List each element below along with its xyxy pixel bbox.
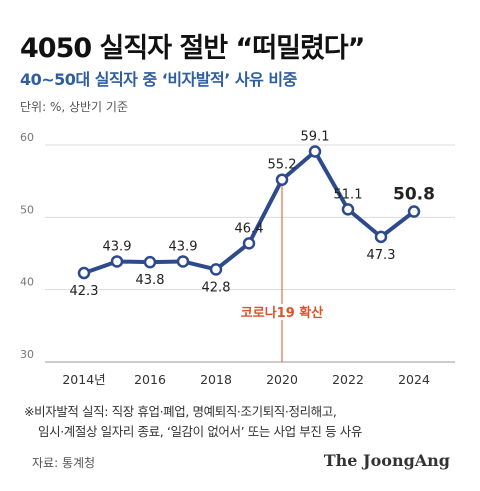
data-point-2014 [77,266,91,280]
line-chart: 30 40 50 60 2014년 2016 2018 2020 2022 2024 코로나19… [20,130,455,387]
grid-lines [45,144,455,363]
annotation-label: 코로나19 확산 [241,305,323,321]
footnote-line-1: ※비자발적 실직: 직장 휴업·폐업, 명예퇴직·조기퇴직·정리해고, [24,404,337,419]
x-tick-label-2014: 2014년 [62,372,105,387]
data-label-2015: 43.9 [103,239,132,254]
brand-logo: The JoongAng [323,451,450,470]
data-label-2017: 43.9 [169,239,198,254]
data-label-2022: 51.1 [334,187,363,202]
unit-note: 단위: %, 상반기 기준 [20,100,128,114]
data-point-2024 [407,205,421,218]
data-label-2020: 55.2 [268,158,297,173]
data-point-2015 [110,255,124,268]
y-tick-label-40: 40 [20,276,34,289]
data-label-2016: 43.8 [136,273,165,288]
x-tick-label-2022: 2022 [332,372,364,387]
source-note: 자료: 통계청 [32,456,96,470]
data-point-2020 [275,173,289,186]
data-point-2018 [209,263,223,276]
series-line-group [82,149,416,276]
data-point-2022 [341,203,355,216]
data-labels: 42.3 43.9 43.8 43.9 42.8 46.4 55.2 59.1 51.1 47.3… [70,130,435,300]
data-point-2016 [143,255,157,269]
y-tick-label-50: 50 [20,203,34,216]
data-point-2017 [176,255,190,268]
series-line [82,149,416,276]
y-tick-labels: 30 40 50 60 [20,131,34,361]
x-tick-label-2020: 2020 [266,372,298,387]
x-tick-label-2024: 2024 [398,372,430,387]
data-point-2021 [308,145,322,158]
x-tick-label-2018: 2018 [200,372,232,387]
annotation-group: 코로나19 확산 [238,179,326,362]
data-point-2023 [374,230,388,244]
data-label-2021: 59.1 [301,130,330,145]
data-label-2018: 42.8 [202,280,231,295]
y-tick-label-60: 60 [20,131,34,144]
data-label-2024: 50.8 [393,185,435,205]
footnote: ※비자발적 실직: 직장 휴업·폐업, 명예퇴직·조기퇴직·정리해고, 임시·계… [24,402,464,442]
data-label-2014: 42.3 [70,284,99,299]
data-point-2019 [242,237,256,250]
x-tick-labels: 2014년 2016 2018 2020 2022 2024 [62,372,430,387]
footnote-line-2: 임시·계절상 일자리 종료, ‘일감이 없어서’ 또는 사업 부진 등 사유 [38,424,362,439]
x-tick-label-2016: 2016 [134,372,166,387]
y-tick-label-30: 30 [20,348,34,361]
data-label-2019: 46.4 [235,221,264,236]
chart-subtitle: 40~50대 실직자 중 ‘비자발적’ 사유 비중 [20,70,297,89]
chart-title: 4050 실직자 절반 “떠밀렸다” [20,33,365,64]
data-label-2023: 47.3 [367,248,396,263]
data-points [77,145,421,280]
